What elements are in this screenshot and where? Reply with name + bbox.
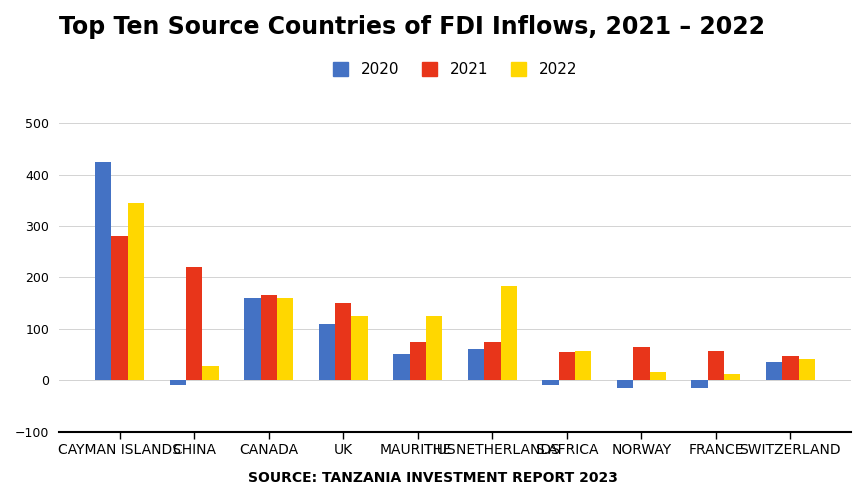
Text: SOURCE: TANZANIA INVESTMENT REPORT 2023: SOURCE: TANZANIA INVESTMENT REPORT 2023: [248, 471, 618, 485]
Bar: [633, 347, 650, 380]
Bar: [650, 373, 666, 380]
Bar: [617, 380, 633, 388]
Bar: [468, 349, 484, 380]
Bar: [708, 351, 724, 380]
Bar: [766, 362, 782, 380]
Bar: [559, 352, 575, 380]
Bar: [724, 374, 740, 380]
Bar: [203, 366, 219, 380]
Bar: [261, 296, 277, 380]
Bar: [112, 236, 128, 380]
Bar: [393, 355, 410, 380]
Bar: [426, 316, 443, 380]
Text: Top Ten Source Countries of FDI Inflows, 2021 – 2022: Top Ten Source Countries of FDI Inflows,…: [59, 15, 765, 39]
Bar: [335, 303, 352, 380]
Bar: [542, 380, 559, 385]
Bar: [170, 380, 186, 385]
Bar: [798, 358, 815, 380]
Bar: [186, 267, 203, 380]
Bar: [277, 298, 294, 380]
Bar: [484, 342, 501, 380]
Bar: [575, 351, 591, 380]
Bar: [95, 162, 112, 380]
Bar: [501, 286, 517, 380]
Bar: [691, 380, 708, 388]
Bar: [319, 324, 335, 380]
Bar: [352, 316, 368, 380]
Bar: [410, 342, 426, 380]
Legend: 2020, 2021, 2022: 2020, 2021, 2022: [327, 56, 583, 83]
Bar: [782, 356, 798, 380]
Bar: [128, 203, 145, 380]
Bar: [244, 298, 261, 380]
